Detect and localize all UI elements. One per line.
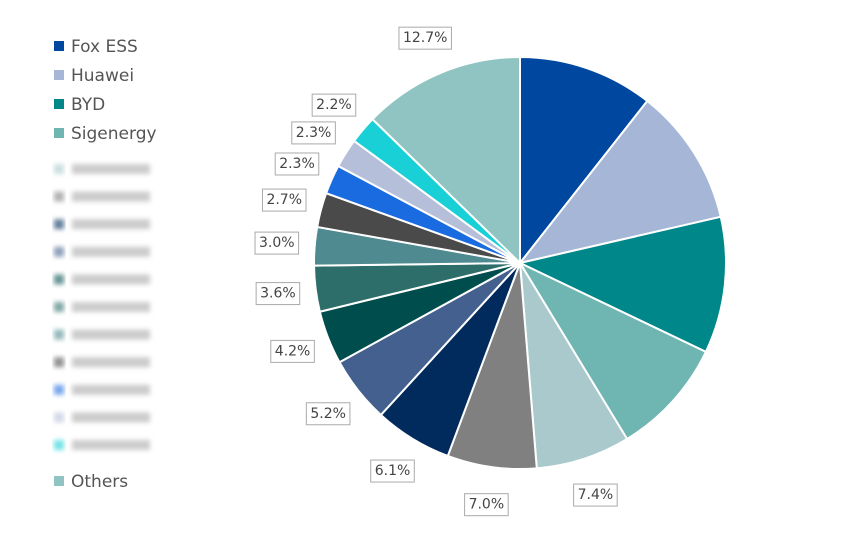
data-label-box [311,93,357,117]
legend-blurred-label [72,329,150,340]
legend-blurred-label [72,384,150,395]
legend-swatch [54,164,64,174]
data-label: 4.2% [270,339,315,363]
data-label-box [261,188,307,212]
data-label: 12.7% [398,26,452,50]
legend-swatch [54,274,64,285]
pie-slice [516,215,727,354]
data-label-box [464,493,509,517]
legend-blurred-label [72,274,150,285]
data-label-box [305,402,351,426]
pie-slice [517,260,708,441]
data-label: 2.3% [274,152,320,176]
data-label: 5.2% [305,402,351,426]
data-label: 2.3% [291,121,336,145]
data-label-text: 7.0% [469,497,505,513]
data-label-box [398,26,452,50]
data-label: 7.4% [573,483,618,507]
legend-blurred-label [72,191,150,202]
data-label-text: 7.4% [578,487,614,503]
data-label: 7.0% [464,493,509,517]
legend-blurred-label [72,164,150,174]
data-label-box [254,231,300,255]
legend-swatch [54,357,64,368]
pie-slice [519,262,629,470]
data-label: 3.0% [254,231,300,255]
legend-blurred-label [72,302,150,312]
data-label-text: 12.7% [403,30,447,46]
legend-swatch [54,440,64,450]
data-label: 6.1% [370,459,415,483]
legend-label: BYD [71,95,105,115]
legend-swatch [54,302,64,312]
legend-swatch [54,412,64,423]
legend-swatch [54,191,64,202]
data-label-text: 2.3% [296,125,332,141]
legend-blurred-label [72,219,150,230]
legend-blurred-label [72,246,150,257]
data-label-text: 2.3% [279,156,315,172]
legend-swatch [54,70,64,80]
legend-label: Others [71,472,128,492]
pie-slice [371,55,521,266]
data-label: 2.2% [311,93,357,117]
legend-label: Sigenergy [71,124,157,144]
legend-blurred-label [72,440,150,450]
data-label-text: 2.2% [316,97,352,113]
data-label-box [291,121,336,145]
pie-slice [517,99,722,265]
data-label-text: 6.1% [375,463,411,479]
legend-blurred-label [72,357,150,368]
legend-label: Fox ESS [71,37,138,57]
data-label-box [270,339,315,363]
legend-blurred-label [72,412,150,423]
data-label-box [255,282,301,306]
data-label-text: 5.2% [310,406,346,422]
data-label-text: 3.0% [259,235,295,251]
data-label: 3.6% [255,282,301,306]
data-label-box [274,152,320,176]
legend-label: Huawei [71,66,134,86]
data-label-text: 4.2% [275,343,311,359]
data-label-box [573,483,618,507]
legend-swatch [54,41,64,51]
legend-swatch [54,246,64,257]
legend-swatch [54,99,64,109]
data-label-box [370,459,415,483]
data-label-text: 2.7% [266,192,302,208]
legend-swatch [54,384,64,395]
legend-swatch [54,128,64,138]
pie-slice [519,55,649,266]
data-label: 2.7% [261,188,307,212]
legend-swatch [54,329,64,340]
legend-swatch [54,476,64,486]
data-label-text: 3.6% [260,286,296,302]
legend-swatch [54,219,64,230]
